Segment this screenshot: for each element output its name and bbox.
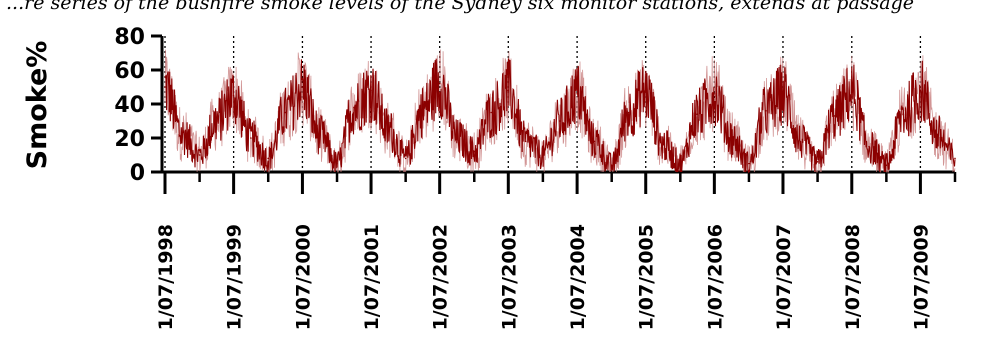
x-tick-label: 1/07/2005	[636, 224, 658, 330]
data-point	[438, 82, 441, 85]
data-point	[404, 157, 407, 160]
x-axis: 1/07/1998 1/07/1999 1/07/2000 1/07/2001 1/07…	[155, 170, 957, 330]
series-layer	[164, 49, 956, 174]
data-point	[816, 161, 819, 163]
data-point	[954, 157, 956, 160]
data-point	[164, 86, 166, 88]
x-tick-label: 1/07/2001	[361, 224, 383, 330]
data-point	[593, 140, 596, 143]
smoke-series-line	[164, 58, 956, 174]
y-tick-label: 60	[114, 59, 145, 84]
figure-caption: ...re series of the bushfire smoke level…	[6, 0, 914, 14]
y-axis-label: Smoke%	[22, 41, 53, 170]
y-tick-label: 0	[130, 161, 145, 186]
data-point	[627, 111, 630, 114]
data-point	[421, 110, 424, 112]
data-point	[868, 145, 870, 148]
data-point	[524, 140, 527, 143]
data-point	[250, 137, 252, 139]
data-point	[936, 133, 939, 136]
data-point	[696, 113, 699, 115]
data-point	[902, 113, 905, 115]
data-point	[507, 89, 510, 92]
x-tick-label: 1/07/2003	[498, 224, 520, 330]
data-point	[387, 128, 390, 131]
y-tick-label: 40	[114, 93, 145, 118]
x-tick-label: 1/07/2006	[704, 224, 726, 330]
data-point	[318, 133, 321, 136]
data-point	[765, 110, 767, 112]
data-point	[198, 154, 201, 156]
data-point	[181, 133, 184, 136]
data-point	[542, 154, 544, 156]
data-point	[336, 162, 338, 165]
data-point	[490, 111, 492, 114]
data-point	[301, 86, 304, 88]
data-point	[748, 162, 750, 165]
data-point	[473, 150, 476, 153]
x-tick-label: 1/07/2008	[842, 224, 864, 330]
data-point	[662, 144, 664, 146]
data-point	[679, 162, 682, 165]
data-point	[713, 93, 716, 95]
y-tick-label: 20	[114, 127, 145, 152]
y-axis: 0 20 40 60 80	[114, 25, 164, 186]
data-point	[353, 106, 355, 109]
data-point	[799, 140, 802, 143]
data-point	[644, 91, 647, 93]
data-point	[833, 115, 836, 117]
data-point	[610, 164, 613, 166]
data-point	[215, 120, 218, 122]
data-point	[370, 89, 372, 92]
data-point	[232, 94, 235, 97]
data-point	[456, 137, 458, 139]
data-point	[730, 137, 733, 139]
data-point	[850, 91, 853, 93]
data-point	[576, 93, 578, 95]
x-tick-label: 1/07/2004	[567, 224, 589, 330]
x-tick-label: 1/07/1999	[224, 224, 246, 330]
data-point	[885, 164, 888, 166]
data-point	[919, 89, 922, 92]
x-tick-label: 1/07/2000	[292, 224, 314, 330]
x-tick-label: 1/07/2002	[430, 224, 452, 330]
y-tick-label: 80	[114, 25, 145, 50]
x-tick-label: 1/07/2009	[910, 224, 932, 330]
x-tick-label: 1/07/2007	[773, 224, 795, 330]
data-point	[559, 120, 561, 122]
data-point	[267, 157, 270, 160]
data-point	[782, 93, 784, 95]
data-point	[284, 111, 287, 114]
x-tick-label: 1/07/1998	[155, 224, 177, 330]
